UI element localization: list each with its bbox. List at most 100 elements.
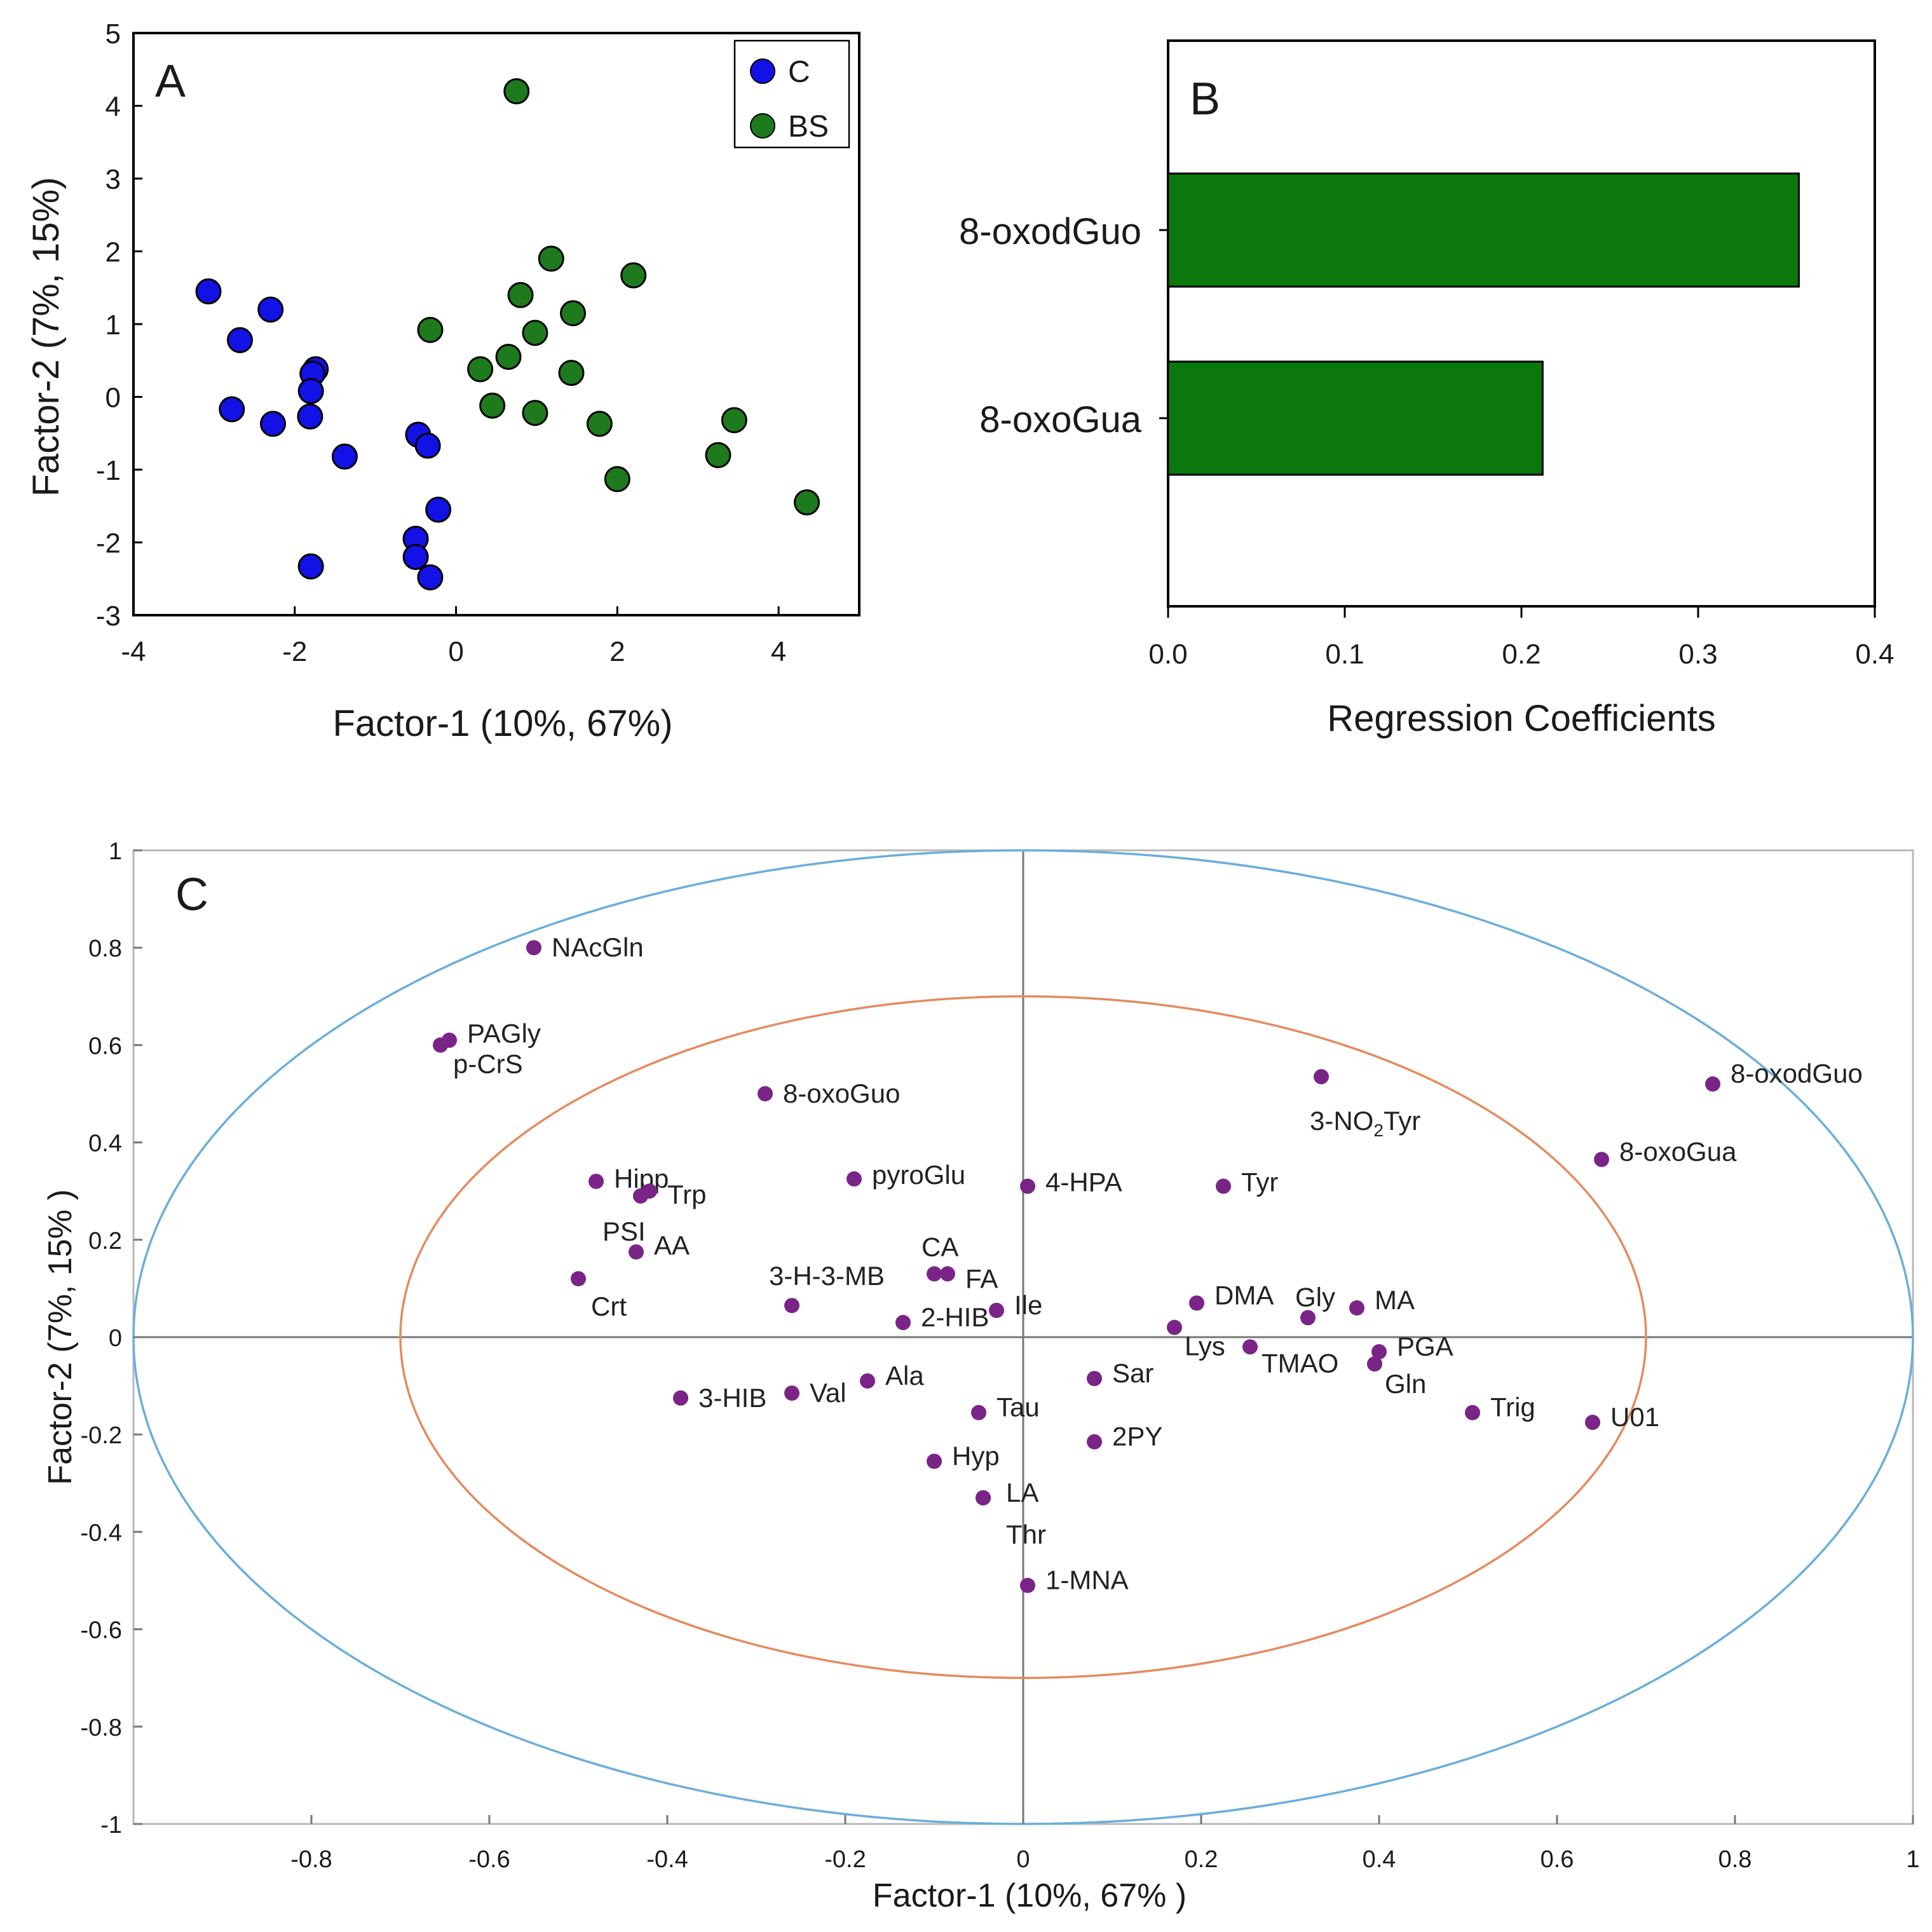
y-tick-label: -2 [96, 528, 121, 559]
y-tick-label: -1 [100, 1812, 122, 1839]
loading-label: 3-H-3-MB [769, 1261, 885, 1291]
loading-label: pyroGlu [872, 1160, 965, 1190]
data-point-bs [604, 466, 630, 493]
loading-point [433, 1037, 448, 1053]
loading-label: Tau [997, 1392, 1040, 1422]
loading-point [588, 1173, 604, 1189]
x-tick-label: 0.4 [1855, 639, 1894, 670]
loading-label: MA [1375, 1285, 1415, 1315]
x-tick-label: -4 [121, 636, 146, 667]
data-point-bs [558, 360, 585, 386]
loading-label: Ala [885, 1361, 924, 1391]
legend-marker-c [750, 58, 775, 84]
data-point-c [195, 278, 222, 304]
loading-point [1349, 1300, 1364, 1316]
loading-label: Val [810, 1378, 847, 1408]
loading-point [1705, 1076, 1720, 1092]
x-tick-label: 0.3 [1678, 639, 1717, 670]
x-tick-label: -2 [282, 636, 307, 667]
data-point-c [226, 327, 253, 353]
loading-point [860, 1373, 875, 1389]
x-axis-title: Factor-1 (10%, 67% ) [873, 1877, 1187, 1914]
x-tick-label: 0.4 [1363, 1846, 1396, 1873]
data-point-c [297, 403, 323, 430]
data-point-bs [538, 245, 564, 272]
loading-point [1594, 1152, 1609, 1167]
y-tick-label: 0.2 [88, 1228, 122, 1255]
loading-label: 4-HPA [1045, 1167, 1122, 1197]
loading-point [526, 940, 541, 956]
loading-point [1020, 1577, 1035, 1593]
data-point-bs [479, 392, 506, 419]
loading-label: 2PY [1112, 1422, 1162, 1452]
bar-8-oxodguo [1167, 172, 1800, 288]
data-point-bs [586, 411, 613, 437]
panel-b-bar-chart: 8-oxodGuo 8-oxoGua 0.0 0.1 0.2 0.3 0.4 Regressi… [959, 39, 1895, 739]
y-tick-label: 3 [105, 164, 121, 195]
loading-label: p-CrS [453, 1049, 523, 1078]
loading-label: Hyp [952, 1441, 1000, 1471]
loading-label: AA [654, 1230, 690, 1260]
data-point-c [257, 296, 284, 323]
loading-point [1216, 1178, 1231, 1194]
loading-point [1087, 1434, 1102, 1450]
loading-label: LA [1006, 1478, 1038, 1507]
loading-label: Ile [1014, 1290, 1042, 1320]
loading-point [989, 1302, 1004, 1318]
inner-circle [399, 995, 1647, 1679]
loading-label: Lys [1185, 1331, 1225, 1361]
y-axis-title: Factor-2 (7%, 15% ) [42, 1189, 79, 1485]
x-tick-label: 0.0 [1148, 639, 1187, 670]
x-tick-label: 2 [609, 636, 625, 667]
loading-label: U01 [1610, 1402, 1659, 1432]
loading-label: 8-oxodGuo [1731, 1059, 1863, 1089]
loading-point [571, 1271, 586, 1287]
loading-label: Thr [1006, 1520, 1046, 1549]
loading-point [758, 1086, 773, 1101]
x-tick-label: 4 [771, 636, 786, 667]
category-label: 8-oxodGuo [959, 211, 1141, 252]
data-point-c [331, 443, 358, 470]
loading-label: Crt [591, 1291, 627, 1321]
loading-label: NAcGln [552, 932, 644, 962]
loading-point [1242, 1339, 1258, 1355]
data-point-c [417, 564, 444, 590]
x-tick-label: -0.2 [824, 1846, 866, 1873]
data-point-c [425, 496, 452, 523]
x-tick-label: 0.2 [1185, 1846, 1218, 1873]
y-tick-label: -0.4 [81, 1520, 122, 1546]
y-tick-label: 0.4 [88, 1131, 122, 1157]
x-tick-label: 1 [1906, 1846, 1919, 1873]
x-tick-label: 0.2 [1502, 639, 1541, 670]
bar-8-oxogua [1167, 360, 1544, 476]
panel-label: B [1190, 74, 1220, 125]
loading-label: 8-oxoGua [1619, 1136, 1737, 1166]
data-point-bs [522, 400, 548, 426]
x-tick-label: 0.1 [1325, 639, 1364, 670]
loading-label: 1-MNA [1045, 1565, 1129, 1595]
loading-point [1314, 1069, 1329, 1085]
y-tick-label: 2 [105, 237, 121, 268]
loading-point [633, 1188, 648, 1204]
loading-point [927, 1453, 942, 1469]
y-tick-label: -0.2 [81, 1422, 122, 1449]
y-tick-label: 0 [109, 1325, 122, 1352]
y-tick-label: 4 [105, 92, 121, 123]
panel-label: C [175, 869, 208, 920]
loading-point [976, 1490, 991, 1506]
data-point-bs [560, 300, 587, 327]
data-point-bs [503, 78, 530, 105]
loading-point [940, 1266, 955, 1282]
panel-c-loading-plot: -0.8 -0.6 -0.4 -0.2 0 0.2 0.4 0.6 0.8 1 -1 -0.8 -0.6… [42, 838, 1920, 1914]
y-tick-label: 0.8 [88, 935, 122, 962]
y-tick-label: 1 [109, 838, 122, 865]
data-point-bs [467, 356, 494, 383]
loading-label: Trp [667, 1180, 706, 1209]
loading-label: FA [965, 1263, 998, 1293]
loading-label: 3-HIB [698, 1383, 766, 1413]
loading-label: PGA [1397, 1331, 1453, 1361]
y-tick-label: -1 [96, 455, 121, 486]
y-tick-label: 1 [105, 310, 121, 341]
data-point-bs [620, 262, 647, 289]
